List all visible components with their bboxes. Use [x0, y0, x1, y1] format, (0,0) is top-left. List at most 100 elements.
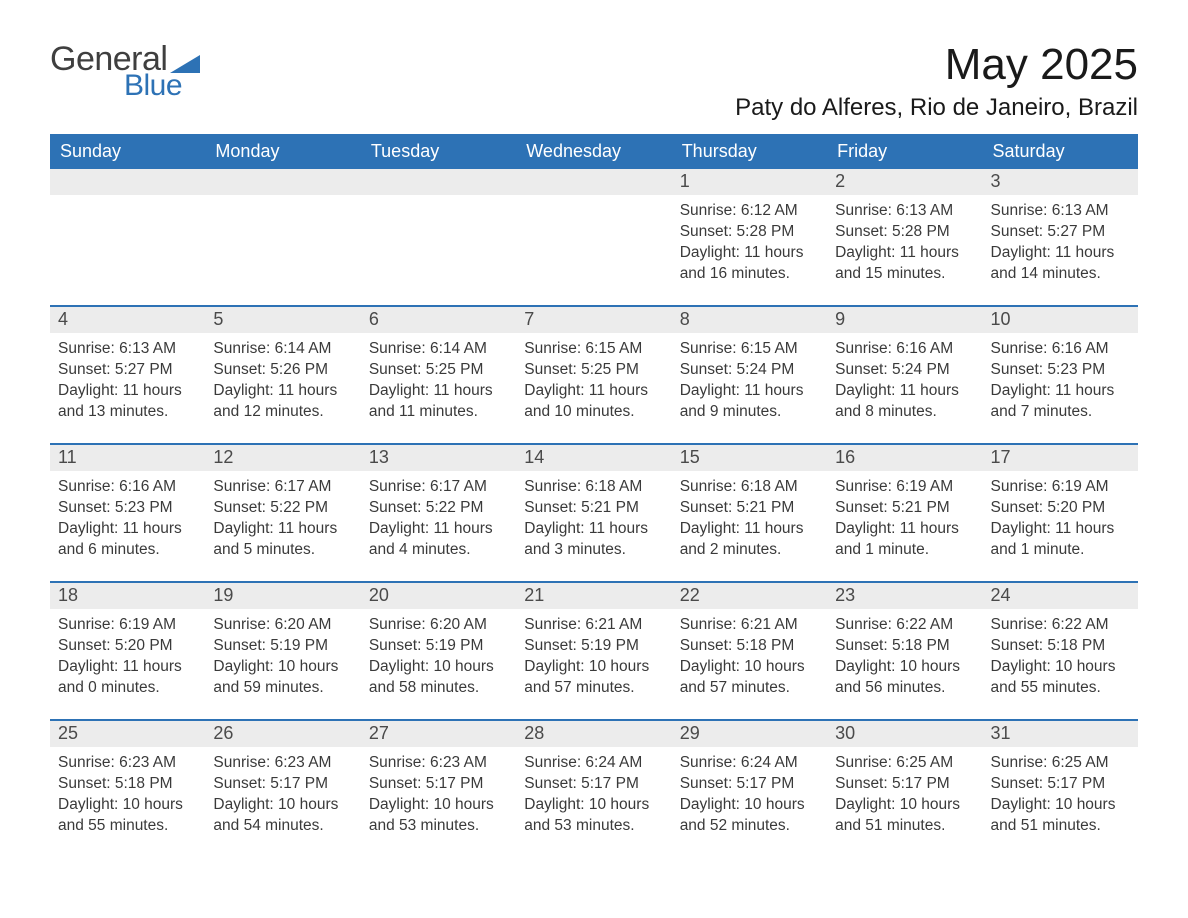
day-content: Sunrise: 6:23 AMSunset: 5:17 PMDaylight:…: [205, 747, 360, 857]
location-subtitle: Paty do Alferes, Rio de Janeiro, Brazil: [735, 94, 1138, 122]
day-content: Sunrise: 6:23 AMSunset: 5:17 PMDaylight:…: [361, 747, 516, 857]
daylight-line: Daylight: 10 hours and 59 minutes.: [213, 657, 352, 699]
day-content: Sunrise: 6:15 AMSunset: 5:25 PMDaylight:…: [516, 333, 671, 443]
day-number: 26: [205, 721, 360, 747]
calendar-day-cell: 21Sunrise: 6:21 AMSunset: 5:19 PMDayligh…: [516, 582, 671, 720]
daylight-line: Daylight: 11 hours and 6 minutes.: [58, 519, 197, 561]
daylight-line: Daylight: 11 hours and 12 minutes.: [213, 381, 352, 423]
sunrise-line: Sunrise: 6:21 AM: [524, 615, 663, 636]
day-content: Sunrise: 6:22 AMSunset: 5:18 PMDaylight:…: [827, 609, 982, 719]
sunrise-line: Sunrise: 6:16 AM: [835, 339, 974, 360]
day-content: Sunrise: 6:16 AMSunset: 5:24 PMDaylight:…: [827, 333, 982, 443]
calendar-day-cell: 12Sunrise: 6:17 AMSunset: 5:22 PMDayligh…: [205, 444, 360, 582]
sunrise-line: Sunrise: 6:18 AM: [680, 477, 819, 498]
calendar-table: Sunday Monday Tuesday Wednesday Thursday…: [50, 134, 1138, 857]
daylight-line: Daylight: 10 hours and 53 minutes.: [369, 795, 508, 837]
calendar-day-cell: 15Sunrise: 6:18 AMSunset: 5:21 PMDayligh…: [672, 444, 827, 582]
daylight-line: Daylight: 10 hours and 57 minutes.: [524, 657, 663, 699]
sunset-line: Sunset: 5:17 PM: [680, 774, 819, 795]
sunrise-line: Sunrise: 6:25 AM: [991, 753, 1130, 774]
calendar-day-cell: 27Sunrise: 6:23 AMSunset: 5:17 PMDayligh…: [361, 720, 516, 857]
weekday-header-row: Sunday Monday Tuesday Wednesday Thursday…: [50, 134, 1138, 169]
day-content: Sunrise: 6:19 AMSunset: 5:20 PMDaylight:…: [50, 609, 205, 719]
calendar-day-cell: 7Sunrise: 6:15 AMSunset: 5:25 PMDaylight…: [516, 306, 671, 444]
calendar-day-cell: 17Sunrise: 6:19 AMSunset: 5:20 PMDayligh…: [983, 444, 1138, 582]
day-content-empty: [50, 195, 205, 305]
day-number: 29: [672, 721, 827, 747]
sunrise-line: Sunrise: 6:13 AM: [991, 201, 1130, 222]
day-number: 8: [672, 307, 827, 333]
calendar-week-row: 18Sunrise: 6:19 AMSunset: 5:20 PMDayligh…: [50, 582, 1138, 720]
calendar-day-cell: 31Sunrise: 6:25 AMSunset: 5:17 PMDayligh…: [983, 720, 1138, 857]
sunset-line: Sunset: 5:25 PM: [369, 360, 508, 381]
calendar-day-cell: [50, 169, 205, 306]
title-block: May 2025 Paty do Alferes, Rio de Janeiro…: [735, 40, 1138, 122]
sunrise-line: Sunrise: 6:19 AM: [58, 615, 197, 636]
sunset-line: Sunset: 5:26 PM: [213, 360, 352, 381]
sunrise-line: Sunrise: 6:17 AM: [369, 477, 508, 498]
day-content: Sunrise: 6:14 AMSunset: 5:26 PMDaylight:…: [205, 333, 360, 443]
day-number: 4: [50, 307, 205, 333]
sunrise-line: Sunrise: 6:17 AM: [213, 477, 352, 498]
sunset-line: Sunset: 5:17 PM: [991, 774, 1130, 795]
day-content: Sunrise: 6:18 AMSunset: 5:21 PMDaylight:…: [516, 471, 671, 581]
calendar-day-cell: 28Sunrise: 6:24 AMSunset: 5:17 PMDayligh…: [516, 720, 671, 857]
sunset-line: Sunset: 5:21 PM: [524, 498, 663, 519]
calendar-day-cell: 8Sunrise: 6:15 AMSunset: 5:24 PMDaylight…: [672, 306, 827, 444]
daylight-line: Daylight: 11 hours and 4 minutes.: [369, 519, 508, 561]
daylight-line: Daylight: 11 hours and 11 minutes.: [369, 381, 508, 423]
sunrise-line: Sunrise: 6:25 AM: [835, 753, 974, 774]
sunrise-line: Sunrise: 6:13 AM: [835, 201, 974, 222]
sunrise-line: Sunrise: 6:19 AM: [991, 477, 1130, 498]
day-number: 2: [827, 169, 982, 195]
sunset-line: Sunset: 5:23 PM: [58, 498, 197, 519]
calendar-day-cell: [205, 169, 360, 306]
calendar-day-cell: 9Sunrise: 6:16 AMSunset: 5:24 PMDaylight…: [827, 306, 982, 444]
daylight-line: Daylight: 10 hours and 55 minutes.: [58, 795, 197, 837]
daylight-line: Daylight: 11 hours and 8 minutes.: [835, 381, 974, 423]
sunset-line: Sunset: 5:20 PM: [991, 498, 1130, 519]
day-number: 14: [516, 445, 671, 471]
sunset-line: Sunset: 5:18 PM: [835, 636, 974, 657]
day-content: Sunrise: 6:23 AMSunset: 5:18 PMDaylight:…: [50, 747, 205, 857]
day-number: 7: [516, 307, 671, 333]
calendar-day-cell: 30Sunrise: 6:25 AMSunset: 5:17 PMDayligh…: [827, 720, 982, 857]
day-content: Sunrise: 6:25 AMSunset: 5:17 PMDaylight:…: [827, 747, 982, 857]
sunrise-line: Sunrise: 6:23 AM: [213, 753, 352, 774]
sunrise-line: Sunrise: 6:20 AM: [213, 615, 352, 636]
sunset-line: Sunset: 5:24 PM: [835, 360, 974, 381]
day-number: 22: [672, 583, 827, 609]
day-number: 16: [827, 445, 982, 471]
day-number: 28: [516, 721, 671, 747]
sunset-line: Sunset: 5:21 PM: [835, 498, 974, 519]
day-number: 24: [983, 583, 1138, 609]
daylight-line: Daylight: 11 hours and 13 minutes.: [58, 381, 197, 423]
daylight-line: Daylight: 10 hours and 55 minutes.: [991, 657, 1130, 699]
daylight-line: Daylight: 11 hours and 10 minutes.: [524, 381, 663, 423]
day-number: 13: [361, 445, 516, 471]
daylight-line: Daylight: 10 hours and 56 minutes.: [835, 657, 974, 699]
day-number: 25: [50, 721, 205, 747]
day-number-empty: [361, 169, 516, 195]
calendar-day-cell: 24Sunrise: 6:22 AMSunset: 5:18 PMDayligh…: [983, 582, 1138, 720]
calendar-day-cell: 20Sunrise: 6:20 AMSunset: 5:19 PMDayligh…: [361, 582, 516, 720]
sunrise-line: Sunrise: 6:14 AM: [369, 339, 508, 360]
day-content: Sunrise: 6:19 AMSunset: 5:20 PMDaylight:…: [983, 471, 1138, 581]
calendar-day-cell: 29Sunrise: 6:24 AMSunset: 5:17 PMDayligh…: [672, 720, 827, 857]
brand-logo: General Blue: [50, 40, 200, 103]
daylight-line: Daylight: 11 hours and 9 minutes.: [680, 381, 819, 423]
calendar-day-cell: 25Sunrise: 6:23 AMSunset: 5:18 PMDayligh…: [50, 720, 205, 857]
weekday-header: Thursday: [672, 134, 827, 169]
day-number: 6: [361, 307, 516, 333]
sunrise-line: Sunrise: 6:19 AM: [835, 477, 974, 498]
calendar-day-cell: [361, 169, 516, 306]
sunrise-line: Sunrise: 6:21 AM: [680, 615, 819, 636]
calendar-day-cell: 5Sunrise: 6:14 AMSunset: 5:26 PMDaylight…: [205, 306, 360, 444]
calendar-day-cell: 3Sunrise: 6:13 AMSunset: 5:27 PMDaylight…: [983, 169, 1138, 306]
day-content: Sunrise: 6:13 AMSunset: 5:27 PMDaylight:…: [50, 333, 205, 443]
day-content: Sunrise: 6:16 AMSunset: 5:23 PMDaylight:…: [50, 471, 205, 581]
sunrise-line: Sunrise: 6:24 AM: [524, 753, 663, 774]
calendar-day-cell: 10Sunrise: 6:16 AMSunset: 5:23 PMDayligh…: [983, 306, 1138, 444]
calendar-day-cell: 16Sunrise: 6:19 AMSunset: 5:21 PMDayligh…: [827, 444, 982, 582]
sunrise-line: Sunrise: 6:20 AM: [369, 615, 508, 636]
